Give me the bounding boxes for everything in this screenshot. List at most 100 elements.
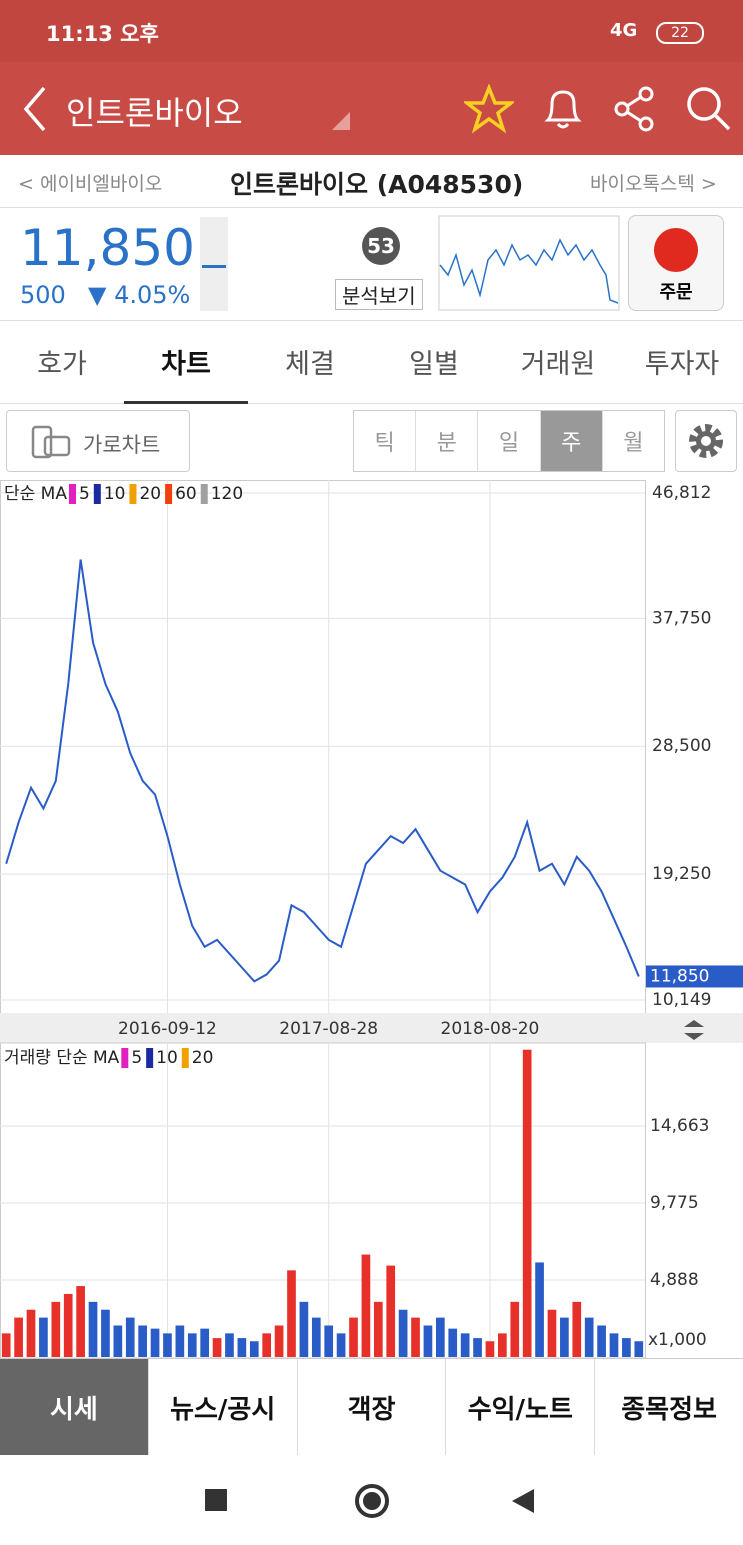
period-option[interactable]: 일 <box>478 411 541 471</box>
recents-button[interactable] <box>205 1489 227 1511</box>
volume-bar <box>311 1317 321 1357</box>
legend-swatch <box>68 484 76 504</box>
legend-title: 단순 MA <box>4 484 67 504</box>
volume-bar <box>26 1309 36 1357</box>
volume-bar <box>200 1328 210 1357</box>
period-option[interactable]: 분 <box>416 411 479 471</box>
volume-bar <box>163 1333 172 1357</box>
bottom-tab[interactable]: 객장 <box>296 1359 446 1456</box>
tab[interactable]: 거래원 <box>520 348 596 380</box>
volume-bar <box>1 1333 11 1357</box>
legend-swatch <box>165 484 173 504</box>
bottom-tab[interactable]: 수익/노트 <box>445 1359 595 1456</box>
volume-bar <box>113 1325 123 1357</box>
volume-bar <box>101 1309 110 1357</box>
period-option[interactable]: 주 <box>540 411 603 471</box>
bottom-tab-bar: 시세 뉴스/공시 객장 수익/노트 종목정보 <box>0 1358 743 1456</box>
x-tick-label: 2017-08-28 <box>279 1019 378 1039</box>
legend-label: 20 <box>192 1048 214 1068</box>
order-button[interactable]: 주문 <box>628 215 724 311</box>
sparkline <box>438 215 620 311</box>
dropdown-icon[interactable] <box>330 110 352 132</box>
search-icon[interactable] <box>684 84 734 134</box>
change: 500 <box>20 281 66 309</box>
status-bar: 11:13 오후 4G 22 <box>0 0 743 62</box>
volume-bar <box>51 1301 61 1357</box>
price-panel <box>0 480 646 1014</box>
period-option[interactable]: 틱 <box>354 411 417 471</box>
analysis-button[interactable]: 분석보기 <box>335 279 423 310</box>
volume-bar <box>560 1317 569 1357</box>
legend-label: 20 <box>139 484 161 504</box>
app-header: 인트론바이오 <box>0 62 743 155</box>
android-nav <box>0 1455 743 1545</box>
volume-bar <box>249 1341 259 1357</box>
volume-bar <box>609 1333 619 1357</box>
volume-bar <box>634 1341 644 1357</box>
unit-label: x1,000 <box>648 1330 707 1350</box>
volume-bar <box>336 1333 346 1357</box>
landscape-button[interactable]: 가로차트 <box>6 410 190 472</box>
date-strip <box>0 1013 743 1043</box>
legend-swatch <box>121 1048 129 1068</box>
settings-button[interactable] <box>675 410 737 472</box>
time: 11:13 오후 <box>46 22 159 46</box>
alert-icon[interactable] <box>540 84 586 134</box>
network: 4G <box>610 20 638 41</box>
legend-swatch <box>181 1048 189 1068</box>
bottom-tab[interactable]: 시세 <box>0 1359 148 1456</box>
favorite-icon[interactable] <box>464 84 514 134</box>
stock-nav: < 에이비엘바이오 인트론바이오 (A048530) 바이오톡스텍 > <box>0 155 743 208</box>
volume-bar <box>460 1333 470 1357</box>
current-price-tag <box>646 965 743 988</box>
volume-bar <box>622 1338 631 1357</box>
next-stock[interactable]: 바이오톡스텍 > <box>590 173 717 195</box>
legend-swatch <box>129 484 137 504</box>
legend-label: 120 <box>211 484 243 504</box>
share-icon[interactable] <box>612 84 658 134</box>
price: 11,850 <box>20 219 195 277</box>
volume-bar <box>187 1333 197 1357</box>
back-button[interactable] <box>510 1487 536 1515</box>
volume-bar <box>349 1317 358 1357</box>
prev-stock[interactable]: < 에이비엘바이오 <box>18 173 163 195</box>
resize-handle[interactable] <box>684 1020 704 1040</box>
order-label: 주문 <box>659 282 693 303</box>
change-rate: ▼ 4.05% <box>88 281 191 309</box>
tab[interactable]: 체결 <box>285 348 335 380</box>
landscape-label: 가로차트 <box>83 433 161 457</box>
tab[interactable]: 차트 <box>124 321 248 404</box>
bottom-tab[interactable]: 뉴스/공시 <box>147 1359 297 1456</box>
period-option[interactable]: 월 <box>602 411 665 471</box>
volume-bar <box>535 1262 544 1357</box>
home-button[interactable] <box>355 1484 389 1518</box>
y-tick-label: 46,812 <box>652 483 711 503</box>
volume-bar <box>175 1325 185 1357</box>
volume-bar <box>138 1325 147 1357</box>
volume-bar <box>373 1301 383 1357</box>
volume-bar <box>522 1049 532 1357</box>
tab[interactable]: 투자자 <box>644 348 720 380</box>
volume-bar <box>386 1265 396 1357</box>
volume-bar <box>88 1301 98 1357</box>
legend-label: 10 <box>104 484 126 504</box>
volume-bar <box>510 1301 520 1357</box>
current-price-label: 11,850 <box>650 966 709 986</box>
bottom-tab[interactable]: 종목정보 <box>594 1359 743 1456</box>
volume-bar <box>572 1301 582 1357</box>
back-icon[interactable] <box>20 84 50 134</box>
legend-swatch <box>146 1048 154 1068</box>
legend-label: 60 <box>175 484 197 504</box>
chart-area: 46,812 37,750 28,500 19,250 10,149 14,663 9,77… <box>0 480 743 1358</box>
legend-swatch <box>200 484 208 504</box>
y-tick-label: 19,250 <box>652 864 711 884</box>
volume-bar <box>150 1328 160 1357</box>
tab[interactable]: 일별 <box>409 348 459 380</box>
volume-bar <box>584 1317 594 1357</box>
legend-title: 거래량 단순 MA <box>4 1048 120 1068</box>
tab[interactable]: 호가 <box>37 348 87 380</box>
volume-bar <box>485 1341 495 1357</box>
price-gauge <box>200 217 228 311</box>
